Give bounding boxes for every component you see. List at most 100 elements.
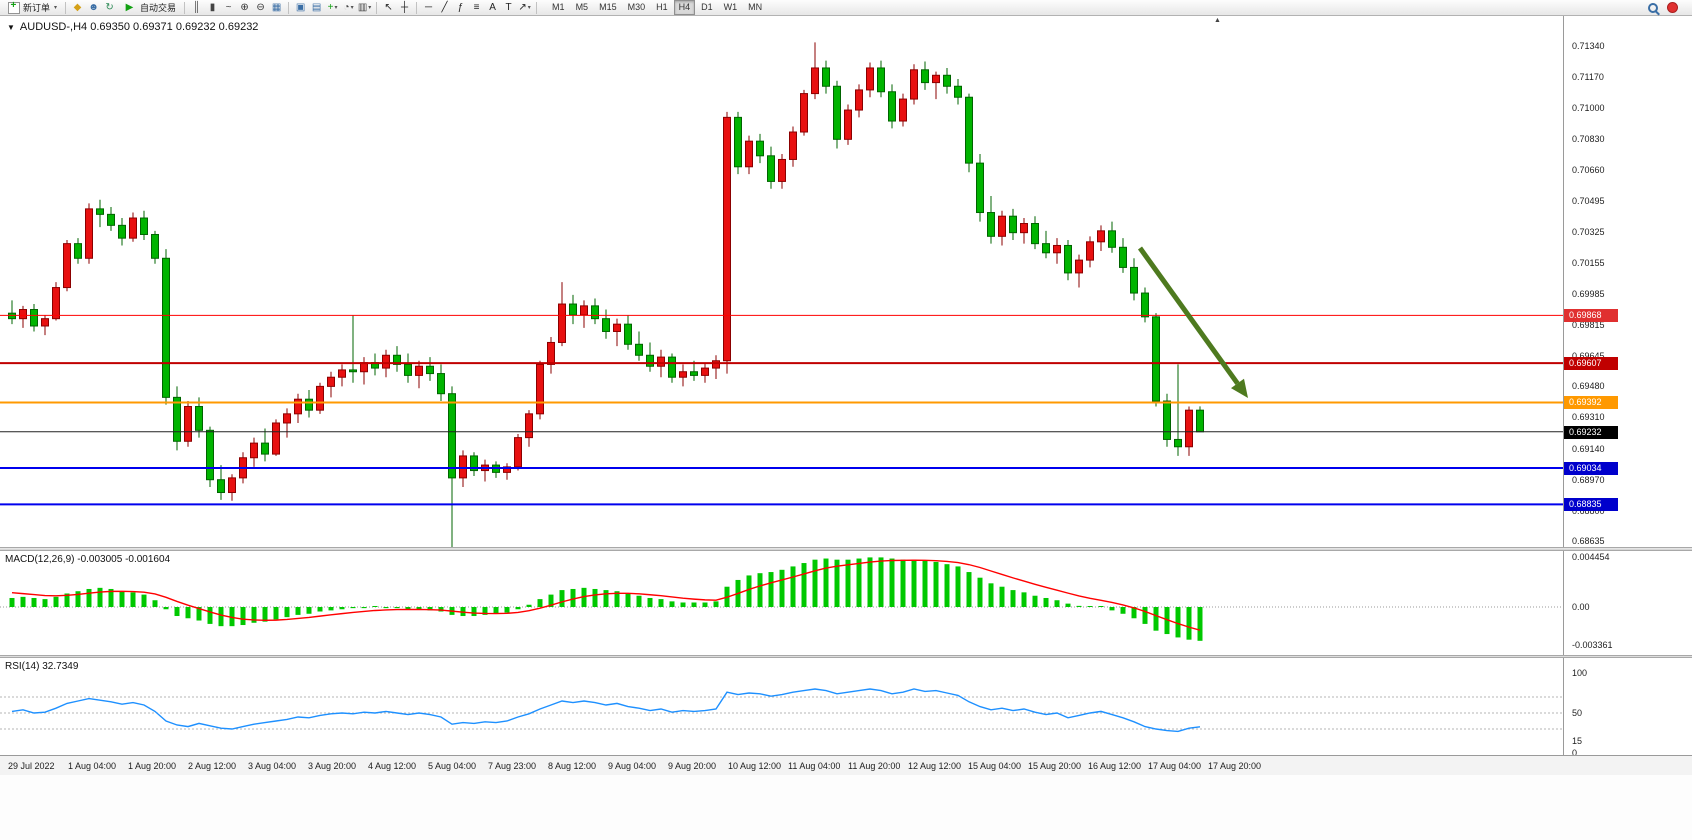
levels-icon[interactable]: ≡ <box>473 1 480 13</box>
rsi-axis-label: 100 <box>1572 668 1588 678</box>
timeframe-button-m15[interactable]: M15 <box>599 2 617 12</box>
timeframe-button-d1[interactable]: D1 <box>701 2 713 12</box>
price-line-badge[interactable]: 0.69607 <box>1564 357 1618 371</box>
timeframe-button-m30[interactable]: M30 <box>627 2 646 12</box>
time-axis-label: 12 Aug 12:00 <box>908 761 962 771</box>
macd-axis-label: 0.004454 <box>1572 551 1610 562</box>
tile-windows-icon[interactable]: ▦ <box>271 1 282 13</box>
trend-arrow[interactable] <box>1137 246 1248 398</box>
macd-canvas[interactable] <box>0 551 1563 655</box>
timeframe-button-h1[interactable]: H1 <box>656 2 668 12</box>
time-axis-label: 7 Aug 23:00 <box>488 761 537 771</box>
symbol-dropdown-icon[interactable]: ▼ <box>7 22 15 32</box>
time-axis-label: 8 Aug 12:00 <box>548 761 597 771</box>
bell-icon[interactable]: ◆ <box>73 1 82 13</box>
time-axis-label: 11 Aug 04:00 <box>788 761 841 771</box>
panel-splitter[interactable] <box>0 547 1692 551</box>
price-axis-label: 0.70325 <box>1572 226 1605 237</box>
time-axis[interactable]: 29 Jul 2022 1 Aug 04:00 1 Aug 20:00 2 Aug 1… <box>0 755 1692 775</box>
timeframe-button-mn[interactable]: MN <box>748 2 763 12</box>
new-order-button[interactable]: 新订单 ▾ <box>4 0 61 15</box>
macd-axis-label: -0.003361 <box>1572 639 1613 650</box>
arrange-windows-icon[interactable]: ▤ <box>311 1 322 13</box>
price-axis-label: 0.69480 <box>1572 381 1605 392</box>
toolbar-separator <box>416 1 418 14</box>
rsi-axis-label: 50 <box>1572 708 1583 718</box>
price-line-badge[interactable]: 0.68835 <box>1564 498 1618 512</box>
price-axis-label: 0.69815 <box>1572 320 1605 331</box>
toolbar-separator <box>376 1 378 14</box>
cursor-icon[interactable]: ↖ <box>384 1 393 13</box>
refresh-icon[interactable]: ↻ <box>105 1 114 13</box>
price-line-badge[interactable]: 0.69868 <box>1564 309 1618 323</box>
rsi-axis-label: 15 <box>1572 736 1583 746</box>
price-chart-canvas[interactable] <box>0 16 1563 547</box>
macd-axis-label: 0.00 <box>1572 602 1590 612</box>
new-order-label: 新订单 <box>23 3 51 13</box>
timeframe-button-w1[interactable]: W1 <box>723 2 738 12</box>
macd-panel <box>0 551 1563 655</box>
cascade-windows-icon[interactable]: ▣ <box>295 1 306 13</box>
clock-icon[interactable]: ◔ ▾ <box>343 1 354 13</box>
arrows-icon[interactable]: ↗ ▾ <box>518 1 531 13</box>
zoom-out-icon[interactable]: ⊖ <box>256 1 265 13</box>
time-axis-label: 3 Aug 20:00 <box>308 761 357 771</box>
price-axis-label: 0.69985 <box>1572 288 1605 299</box>
timeframe-button-m5[interactable]: M5 <box>575 2 589 12</box>
fibonacci-icon[interactable]: ƒ <box>457 1 464 13</box>
time-axis-label: 1 Aug 20:00 <box>128 761 177 771</box>
zoom-in-icon[interactable]: ⊕ <box>240 1 249 13</box>
indicators-icon[interactable]: + ▾ <box>327 1 338 13</box>
toolbar-separator <box>536 1 538 14</box>
price-line-badge[interactable]: 0.69232 <box>1564 425 1618 439</box>
price-line-badge[interactable]: 0.69392 <box>1564 396 1618 410</box>
templates-icon[interactable]: ▥ ▾ <box>357 1 372 13</box>
chart-shift-marker[interactable]: ▲ <box>1214 17 1221 24</box>
time-axis-label: 15 Aug 04:00 <box>968 761 1022 771</box>
time-axis-label: 9 Aug 20:00 <box>668 761 717 771</box>
horizontal-line-icon[interactable]: ─ <box>425 1 433 13</box>
price-axis-label: 0.71340 <box>1572 41 1605 51</box>
chevron-down-icon: ▾ <box>368 4 372 11</box>
candlestick-icon[interactable]: ▮ <box>209 1 216 13</box>
text-icon[interactable]: A <box>489 1 496 13</box>
time-axis-label: 17 Aug 20:00 <box>1208 761 1262 771</box>
price-axis-label: 0.68970 <box>1572 474 1605 485</box>
chevron-down-icon: ▾ <box>350 4 354 11</box>
time-axis-label: 17 Aug 04:00 <box>1148 761 1202 771</box>
rsi-panel <box>0 658 1563 755</box>
crosshair-icon[interactable]: ┼ <box>401 1 409 13</box>
label-icon[interactable]: T <box>505 1 512 13</box>
search-icon[interactable] <box>1645 1 1660 15</box>
time-axis-label: 10 Aug 12:00 <box>728 761 782 771</box>
price-line-badge[interactable]: 0.69034 <box>1564 461 1618 475</box>
horizontal-lines[interactable] <box>0 314 1563 506</box>
rsi-canvas[interactable] <box>0 658 1563 755</box>
time-axis-label: 29 Jul 2022 <box>8 761 55 771</box>
timeframe-toolbar: M1 M5 M15 M30 H1 H4 D1 W1 MN <box>547 0 767 15</box>
timeframe-button-m1[interactable]: M1 <box>552 2 565 12</box>
notifications-badge[interactable] <box>1665 1 1680 15</box>
users-icon[interactable]: ☻ <box>88 1 99 13</box>
price-axis-label: 0.69645 <box>1572 351 1605 361</box>
chevron-down-icon: ▾ <box>54 5 58 11</box>
trendline-icon[interactable]: ╱ <box>441 1 448 13</box>
macd-histogram <box>9 557 1203 641</box>
price-axis-label: 0.70660 <box>1572 165 1605 176</box>
auto-trading-button[interactable]: ▶ 自动交易 <box>118 1 180 15</box>
chevron-down-icon: ▾ <box>527 4 531 11</box>
time-axis-label: 4 Aug 12:00 <box>368 761 417 771</box>
timeframe-button-h4[interactable]: H4 <box>673 0 696 15</box>
toolbar-separator <box>288 1 290 14</box>
price-axis-label: 0.70495 <box>1572 195 1605 206</box>
macd-signal-line <box>11 559 1201 631</box>
panel-splitter[interactable] <box>0 655 1692 658</box>
line-chart-icon[interactable]: ~ <box>225 1 232 13</box>
toolbar-separator <box>65 1 67 14</box>
price-axis[interactable]: 0.71340 0.71170 0.71000 0.70830 0.70660 0.704… <box>1563 16 1692 758</box>
chart-title-text: AUDUSD-,H4 0.69350 0.69371 0.69232 0.692… <box>19 21 259 33</box>
bar-chart-icon[interactable]: ║ <box>193 1 201 13</box>
auto-trading-label: 自动交易 <box>140 3 177 13</box>
price-axis-label: 0.70830 <box>1572 134 1605 145</box>
